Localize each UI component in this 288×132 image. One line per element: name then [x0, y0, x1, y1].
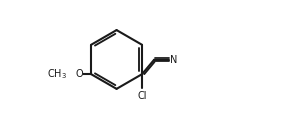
Text: O: O — [64, 69, 72, 79]
Text: N: N — [170, 55, 178, 65]
Text: CH$_3$: CH$_3$ — [47, 67, 67, 81]
Text: O: O — [75, 69, 83, 79]
Text: Cl: Cl — [137, 91, 147, 101]
